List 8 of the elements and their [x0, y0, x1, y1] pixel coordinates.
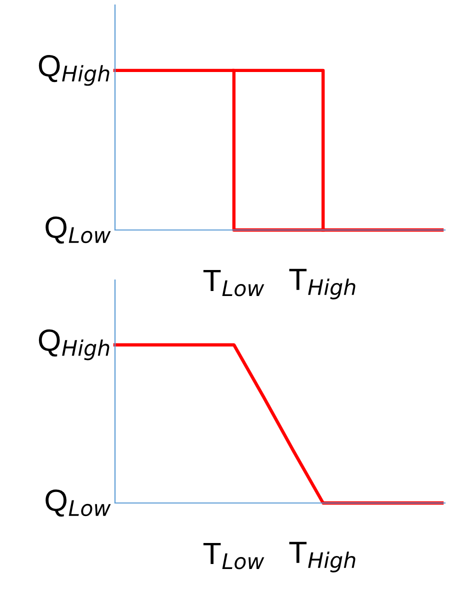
x-tick-label: T$_{Low}$ [203, 270, 264, 296]
text: Q$_{Low}$ [46, 216, 111, 244]
x-tick-label: T$_{High}$ [289, 542, 356, 572]
text: Q$_{Low}$ [46, 490, 111, 517]
x-tick-label: T$_{Low}$ [203, 542, 264, 570]
text: Q$_{High}$ [38, 54, 110, 86]
x-tick-label: T$_{High}$ [289, 268, 356, 300]
text: Q$_{High}$ [38, 329, 110, 360]
